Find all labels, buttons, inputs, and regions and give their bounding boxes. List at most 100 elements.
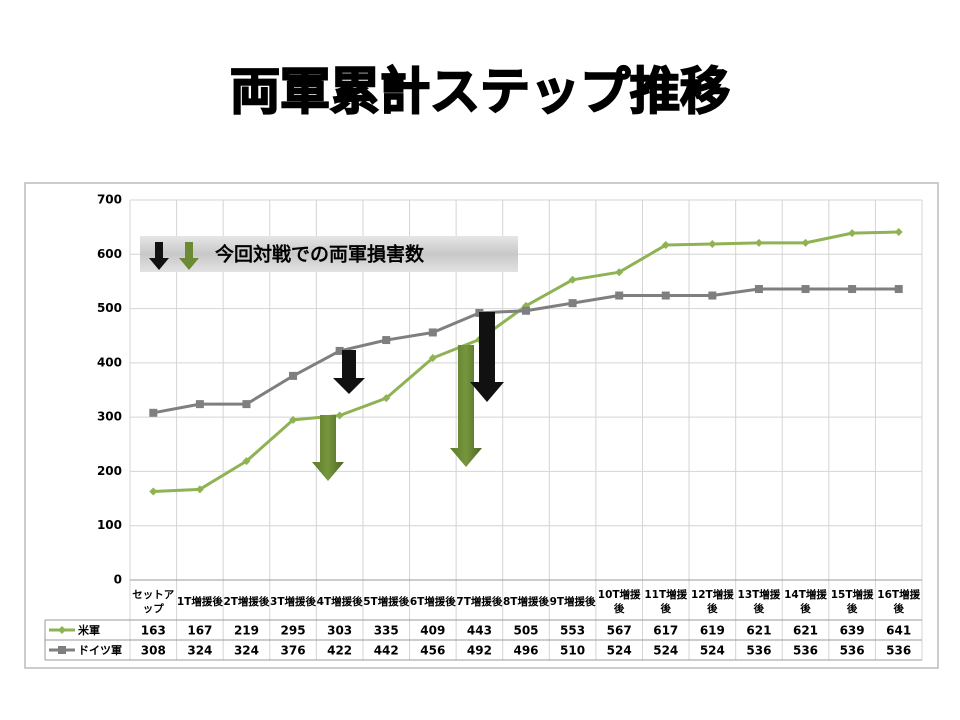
point <box>894 228 903 237</box>
x-tick-label: 8T増援後 <box>503 595 549 608</box>
table-value: 567 <box>607 624 632 638</box>
x-tick-label-box: 8T増援後 <box>503 595 549 608</box>
arrow-black <box>333 350 365 394</box>
arrow-green <box>450 345 482 467</box>
table-value: 639 <box>840 624 865 638</box>
x-tick-label: 1T増援後 <box>176 595 223 608</box>
x-tick-label-box: 16T増援後 <box>877 588 921 615</box>
point <box>242 457 251 466</box>
point <box>661 291 670 300</box>
x-tick-label-box: 1T増援後 <box>176 595 223 608</box>
table-value: 621 <box>793 624 818 638</box>
x-tick-label-box: 9T増援後 <box>550 596 596 608</box>
point <box>195 400 204 409</box>
x-tick-label-box: 15T増援後 <box>830 588 874 615</box>
x-tick-label-box: セットアップ <box>132 588 175 615</box>
table-value: 443 <box>467 624 492 638</box>
table-value: 324 <box>187 644 212 658</box>
table-value: 510 <box>560 644 585 658</box>
table-value: 617 <box>653 624 678 638</box>
y-tick-label: 600 <box>97 247 122 261</box>
table-value: 621 <box>746 624 771 638</box>
point <box>382 394 391 403</box>
x-tick-label: 16T増援後 <box>877 588 921 615</box>
y-tick-label: 0 <box>114 573 122 587</box>
x-tick-label: 5T増援後 <box>363 595 410 608</box>
table-value: 536 <box>886 644 911 658</box>
point <box>335 411 344 420</box>
arrow-green <box>312 415 344 481</box>
table-value: 295 <box>281 624 306 638</box>
y-tick-label: 300 <box>97 410 122 424</box>
point <box>522 306 530 315</box>
table-value: 536 <box>746 644 771 658</box>
x-tick-label: 15T増援後 <box>830 588 874 615</box>
table-value: 524 <box>607 644 632 658</box>
table-value: 536 <box>840 644 865 658</box>
table-value: 492 <box>467 644 492 658</box>
x-tick-label: 2T増援後 <box>223 595 270 608</box>
x-tick-label-box: 4T増援後 <box>316 595 363 608</box>
y-tick-label: 200 <box>97 464 122 478</box>
table-value: 303 <box>327 624 352 638</box>
x-tick-label-box: 3T増援後 <box>270 596 316 608</box>
x-tick-label-box: 5T増援後 <box>363 595 410 608</box>
x-tick-label-box: 2T増援後 <box>223 595 270 608</box>
legend-label: ドイツ軍 <box>78 644 122 657</box>
point <box>754 238 763 247</box>
table-value: 163 <box>141 624 166 638</box>
point <box>428 328 437 337</box>
table-value: 619 <box>700 624 725 638</box>
point <box>335 346 344 355</box>
x-tick-label-box: 14T増援後 <box>784 588 827 615</box>
table-value: 456 <box>420 644 445 658</box>
x-tick-label-box: 7T増援後 <box>456 595 503 608</box>
x-tick-label: 7T増援後 <box>456 595 503 608</box>
table-value: 524 <box>653 644 678 658</box>
point <box>242 400 251 409</box>
point <box>195 485 204 494</box>
annotation-box: 今回対戦での両軍損害数 <box>140 236 518 272</box>
table-value: 641 <box>886 624 911 638</box>
table-value: 324 <box>234 644 259 658</box>
y-tick-label: 100 <box>97 518 122 532</box>
table-value: 219 <box>234 624 259 638</box>
point <box>289 415 298 424</box>
table-value: 422 <box>327 644 352 658</box>
legend-marker <box>58 626 66 634</box>
point <box>754 285 763 294</box>
point <box>149 408 158 417</box>
annotation-bg <box>140 236 518 272</box>
table-value: 335 <box>374 624 399 638</box>
legend-marker <box>58 646 66 654</box>
table-value: 524 <box>700 644 725 658</box>
point <box>615 268 624 277</box>
x-tick-label: 10T増援後 <box>597 588 641 615</box>
x-tick-label: 4T増援後 <box>316 595 363 608</box>
chart-title: 両軍累計ステップ推移 <box>230 63 730 121</box>
x-tick-label: 13T増援後 <box>737 588 781 615</box>
point <box>708 239 717 248</box>
point <box>428 353 437 362</box>
arrow-black <box>470 312 504 402</box>
table-value: 442 <box>374 644 399 658</box>
table-value: 376 <box>281 644 306 658</box>
point <box>661 241 670 250</box>
x-tick-label-box: 11T増援後 <box>644 588 688 615</box>
x-tick-label: 14T増援後 <box>784 588 827 615</box>
x-tick-label: 12T増援後 <box>690 588 734 615</box>
point <box>149 487 158 496</box>
point <box>568 275 577 284</box>
point <box>848 285 857 294</box>
x-tick-label-box: 12T増援後 <box>690 588 734 615</box>
icon-arrow <box>179 242 199 270</box>
x-tick-label: 6T増援後 <box>409 595 456 608</box>
point <box>382 336 391 345</box>
point <box>801 285 810 294</box>
x-tick-label: 11T増援後 <box>644 588 688 615</box>
table-value: 496 <box>513 644 538 658</box>
x-tick-label: セットアップ <box>132 588 175 615</box>
y-tick-label: 400 <box>97 355 122 369</box>
